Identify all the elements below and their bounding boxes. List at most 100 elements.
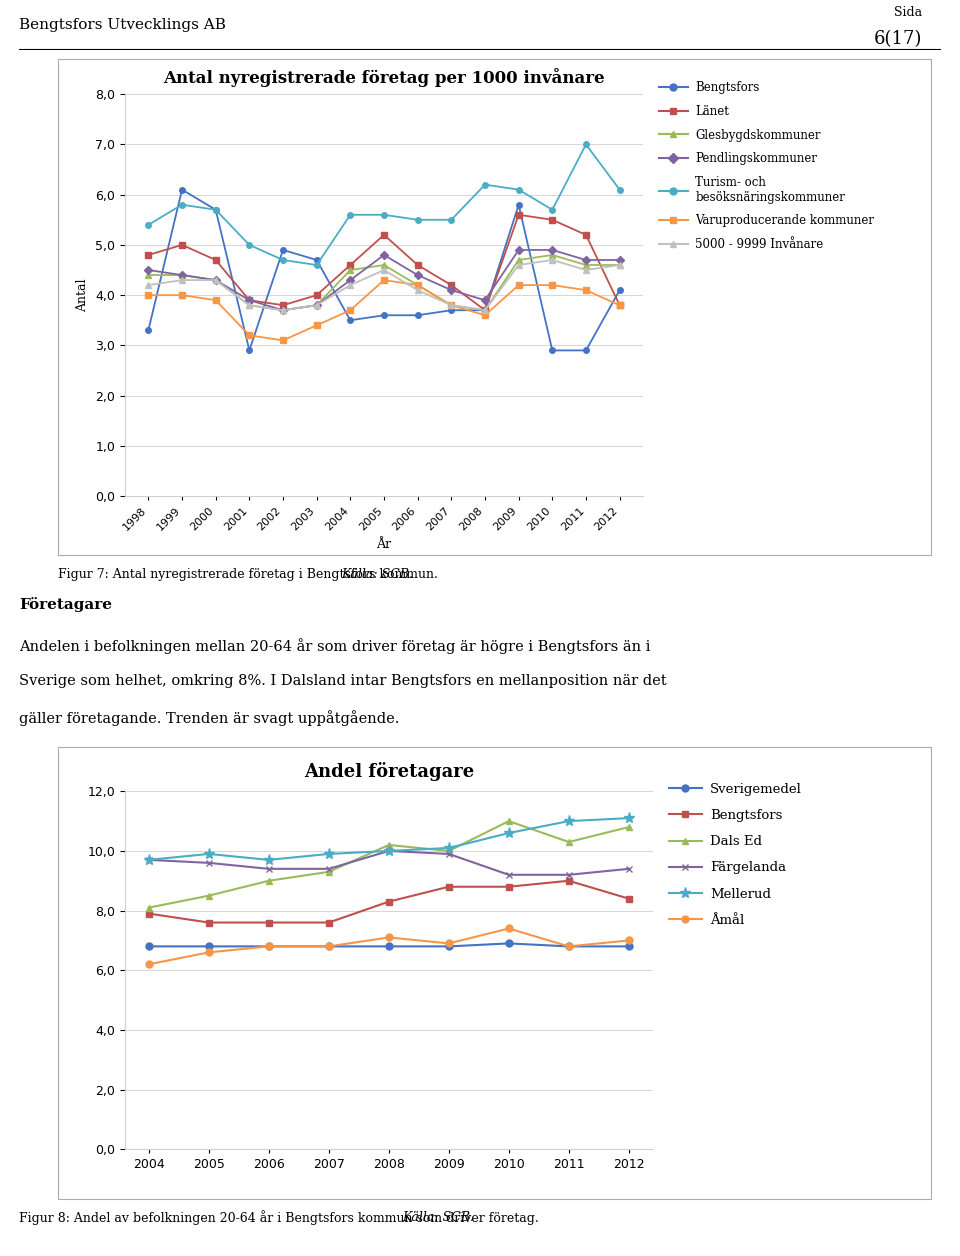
Länet [311,288,323,303]
Varuproducerande kommuner [277,333,289,348]
Turism- och
besöksnäringskommuner [210,202,222,217]
Text: gäller företagande. Trenden är svagt uppåtgående.: gäller företagande. Trenden är svagt upp… [19,710,399,726]
Bengtsfors [546,343,558,358]
Line: Glesbygdskommuner: Glesbygdskommuner [146,252,622,313]
Åmål [383,929,395,945]
Länet [445,278,457,293]
Title: Andel företagare: Andel företagare [303,762,474,781]
Pendlingskommuner [210,273,222,288]
Bengtsfors [613,283,625,298]
X-axis label: År: År [376,538,392,551]
Bengtsfors [563,873,574,888]
Mellerud [503,825,515,840]
Line: 5000 - 9999 Invånare: 5000 - 9999 Invånare [146,257,622,313]
Länet [412,257,423,273]
Glesbygdskommuner [345,263,356,278]
Turism- och
besöksnäringskommuner [613,182,625,197]
Färgelanda [263,862,275,877]
5000 - 9999 Invånare [244,298,255,313]
Bengtsfors [244,343,255,358]
Mellerud [263,853,275,868]
Mellerud [623,810,635,825]
Varuproducerande kommuner [513,278,524,293]
Text: Andelen i befolkningen mellan 20-64 år som driver företag är högre i Bengtsfors : Andelen i befolkningen mellan 20-64 år s… [19,638,651,654]
Åmål [443,936,454,951]
Bengtsfors [623,892,635,907]
Glesbygdskommuner [177,268,188,283]
5000 - 9999 Invånare [277,303,289,318]
Färgelanda [324,862,335,877]
Line: Pendlingskommuner: Pendlingskommuner [146,247,622,313]
Pendlingskommuner [412,268,423,283]
Line: Bengtsfors: Bengtsfors [146,187,622,353]
Glesbygdskommuner [244,298,255,313]
Pendlingskommuner [479,293,491,308]
Varuproducerande kommuner [412,278,423,293]
Bengtsfors [311,252,323,268]
Mellerud [563,814,574,829]
Sverigemedel [503,936,515,951]
Line: Varuproducerande kommuner: Varuproducerande kommuner [146,278,622,343]
Bengtsfors [513,197,524,212]
Turism- och
besöksnäringskommuner [345,207,356,222]
Varuproducerande kommuner [244,328,255,343]
Bengtsfors [204,914,215,929]
Pendlingskommuner [311,298,323,313]
Sverigemedel [623,939,635,955]
Bengtsfors [277,242,289,257]
Bengtsfors [143,323,155,338]
Länet [244,293,255,308]
Bengtsfors [210,202,222,217]
Turism- och
besöksnäringskommuner [177,197,188,212]
Bengtsfors [324,914,335,929]
Åmål [263,939,275,955]
Bengtsfors [412,308,423,323]
Title: Antal nyregistrerade företag per 1000 invånare: Antal nyregistrerade företag per 1000 in… [163,68,605,87]
Mellerud [143,853,155,868]
Färgelanda [563,867,574,882]
Länet [143,247,155,263]
Åmål [204,945,215,960]
Färgelanda [143,853,155,868]
Åmål [143,957,155,972]
Dals Ed [143,901,155,916]
Line: Bengtsfors: Bengtsfors [145,877,633,926]
Varuproducerande kommuner [546,278,558,293]
5000 - 9999 Invånare [613,257,625,273]
Mellerud [324,847,335,862]
Varuproducerande kommuner [345,303,356,318]
Färgelanda [443,847,454,862]
Sverigemedel [324,939,335,955]
Dals Ed [503,814,515,829]
Y-axis label: Antal: Antal [77,279,89,311]
5000 - 9999 Invånare [345,278,356,293]
Turism- och
besöksnäringskommuner [513,182,524,197]
Länet [580,227,591,242]
Åmål [503,921,515,936]
Bengtsfors [143,906,155,921]
Turism- och
besöksnäringskommuner [412,212,423,227]
Pendlingskommuner [244,293,255,308]
Åmål [324,939,335,955]
Glesbygdskommuner [546,247,558,263]
Text: Företagare: Företagare [19,597,112,612]
Varuproducerande kommuner [479,308,491,323]
Länet [378,227,390,242]
Bengtsfors [378,308,390,323]
Dals Ed [443,844,454,859]
Turism- och
besöksnäringskommuner [143,217,155,232]
Turism- och
besöksnäringskommuner [378,207,390,222]
Bengtsfors [445,303,457,318]
Text: Figur 8: Andel av befolkningen 20-64 år i Bengtsfors kommun som driver företag.: Figur 8: Andel av befolkningen 20-64 år … [19,1210,543,1225]
5000 - 9999 Invånare [546,252,558,268]
Glesbygdskommuner [277,303,289,318]
5000 - 9999 Invånare [378,263,390,278]
Glesbygdskommuner [445,298,457,313]
Text: Figur 7: Antal nyregistrerade företag i Bengtsfors kommun.: Figur 7: Antal nyregistrerade företag i … [58,568,442,582]
Mellerud [443,840,454,855]
Bengtsfors [443,879,454,894]
Text: Källa: SCB.: Källa: SCB. [341,568,413,582]
Glesbygdskommuner [378,257,390,273]
Turism- och
besöksnäringskommuner [546,202,558,217]
Turism- och
besöksnäringskommuner [277,252,289,268]
